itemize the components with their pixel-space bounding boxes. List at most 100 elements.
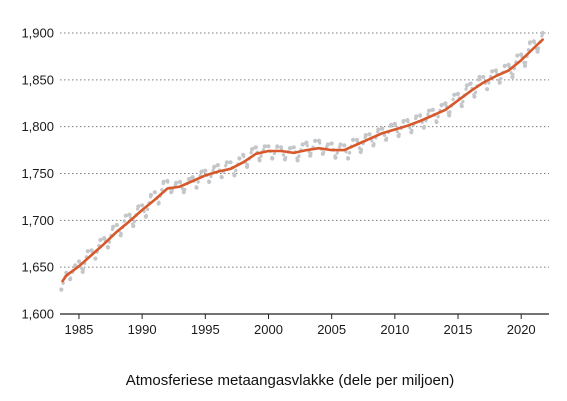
monthly-point bbox=[165, 178, 170, 184]
monthly-point bbox=[392, 121, 397, 126]
monthly-point bbox=[169, 190, 174, 195]
trend-series bbox=[61, 38, 545, 283]
monthly-point bbox=[459, 104, 464, 109]
monthly-point bbox=[186, 177, 191, 182]
monthly-point bbox=[232, 173, 237, 178]
monthly-point bbox=[237, 156, 242, 161]
monthly-point bbox=[262, 144, 267, 149]
monthly-point bbox=[76, 259, 82, 264]
monthly-point bbox=[439, 103, 444, 108]
x-tick-label-2005: 2005 bbox=[317, 322, 346, 337]
monthly-point bbox=[468, 81, 473, 86]
monthly-point bbox=[207, 179, 212, 184]
monthly-point bbox=[358, 149, 363, 155]
monthly-point bbox=[199, 169, 204, 174]
monthly-readings bbox=[59, 30, 545, 292]
monthly-point bbox=[111, 224, 116, 229]
monthly-point bbox=[203, 168, 208, 173]
monthly-point bbox=[136, 204, 141, 209]
monthly-point bbox=[194, 185, 199, 190]
monthly-point bbox=[316, 138, 322, 143]
monthly-point bbox=[510, 74, 515, 80]
y-tick-label-1800: 1,800 bbox=[21, 119, 54, 134]
monthly-point bbox=[161, 179, 166, 184]
monthly-point bbox=[383, 137, 389, 142]
monthly-point bbox=[148, 192, 154, 198]
grid-lines bbox=[60, 32, 549, 268]
monthly-point bbox=[447, 113, 452, 118]
monthly-point bbox=[98, 237, 103, 243]
monthly-point bbox=[351, 137, 356, 142]
monthly-point bbox=[506, 62, 511, 67]
x-axis bbox=[60, 313, 549, 319]
monthly-point bbox=[472, 94, 477, 99]
y-axis-tick-labels: 1,600 1,650 1,700 1,750 1,800 1,850 1,900 bbox=[21, 26, 54, 322]
monthly-point bbox=[531, 39, 536, 44]
monthly-point bbox=[241, 152, 246, 157]
monthly-point bbox=[143, 214, 148, 219]
monthly-point bbox=[73, 263, 78, 268]
monthly-point bbox=[80, 269, 85, 274]
monthly-point bbox=[414, 114, 419, 119]
monthly-point bbox=[333, 155, 338, 160]
monthly-point bbox=[219, 175, 224, 180]
monthly-point bbox=[85, 249, 90, 254]
monthly-point bbox=[287, 146, 293, 151]
monthly-point bbox=[464, 83, 469, 88]
monthly-point bbox=[270, 156, 275, 161]
y-tick-label-1700: 1,700 bbox=[21, 213, 54, 228]
monthly-point bbox=[140, 203, 145, 208]
monthly-point bbox=[452, 92, 457, 97]
monthly-point bbox=[89, 248, 94, 253]
y-tick-label-1750: 1,750 bbox=[21, 166, 54, 181]
y-tick-label-1850: 1,850 bbox=[21, 72, 54, 87]
monthly-point bbox=[177, 179, 183, 184]
monthly-point bbox=[363, 133, 368, 138]
monthly-point bbox=[418, 113, 423, 118]
x-tick-label-2020: 2020 bbox=[507, 322, 536, 337]
monthly-point bbox=[224, 160, 229, 165]
monthly-point bbox=[329, 141, 334, 146]
monthly-point bbox=[519, 52, 524, 57]
x-tick-label-1985: 1985 bbox=[64, 322, 93, 337]
monthly-point bbox=[367, 132, 372, 137]
monthly-point bbox=[409, 130, 414, 135]
monthly-point bbox=[338, 142, 343, 147]
monthly-point bbox=[59, 287, 64, 292]
monthly-point bbox=[152, 190, 157, 195]
monthly-point bbox=[490, 69, 495, 74]
monthly-point bbox=[540, 30, 545, 36]
monthly-point bbox=[114, 222, 119, 228]
monthly-point bbox=[380, 126, 385, 131]
monthly-point bbox=[244, 164, 250, 169]
monthly-point bbox=[291, 145, 296, 150]
monthly-point bbox=[212, 164, 217, 169]
monthly-point bbox=[253, 145, 258, 150]
monthly-point bbox=[257, 158, 262, 163]
monthly-point bbox=[190, 175, 195, 180]
monthly-point bbox=[443, 101, 448, 106]
x-axis-tick-labels: 1985 1990 1995 2000 2005 2010 2015 2020 bbox=[64, 322, 535, 337]
monthly-point bbox=[181, 190, 186, 195]
monthly-dotted-line bbox=[59, 31, 545, 292]
monthly-point bbox=[131, 223, 136, 229]
monthly-point bbox=[215, 163, 220, 168]
monthly-point bbox=[228, 160, 233, 165]
monthly-point bbox=[527, 40, 533, 45]
monthly-point bbox=[376, 127, 381, 132]
monthly-point bbox=[455, 91, 461, 96]
monthly-point bbox=[174, 180, 179, 185]
monthly-point bbox=[102, 236, 107, 241]
monthly-point bbox=[515, 53, 520, 58]
x-tick-label-2015: 2015 bbox=[444, 322, 473, 337]
monthly-point bbox=[497, 80, 502, 85]
monthly-point bbox=[156, 201, 161, 206]
monthly-point bbox=[522, 63, 528, 68]
monthly-point bbox=[325, 142, 330, 147]
monthly-point bbox=[127, 212, 132, 217]
monthly-point bbox=[304, 140, 309, 145]
monthly-point bbox=[320, 151, 325, 156]
monthly-point bbox=[308, 153, 313, 158]
y-tick-label-1650: 1,650 bbox=[21, 260, 54, 275]
